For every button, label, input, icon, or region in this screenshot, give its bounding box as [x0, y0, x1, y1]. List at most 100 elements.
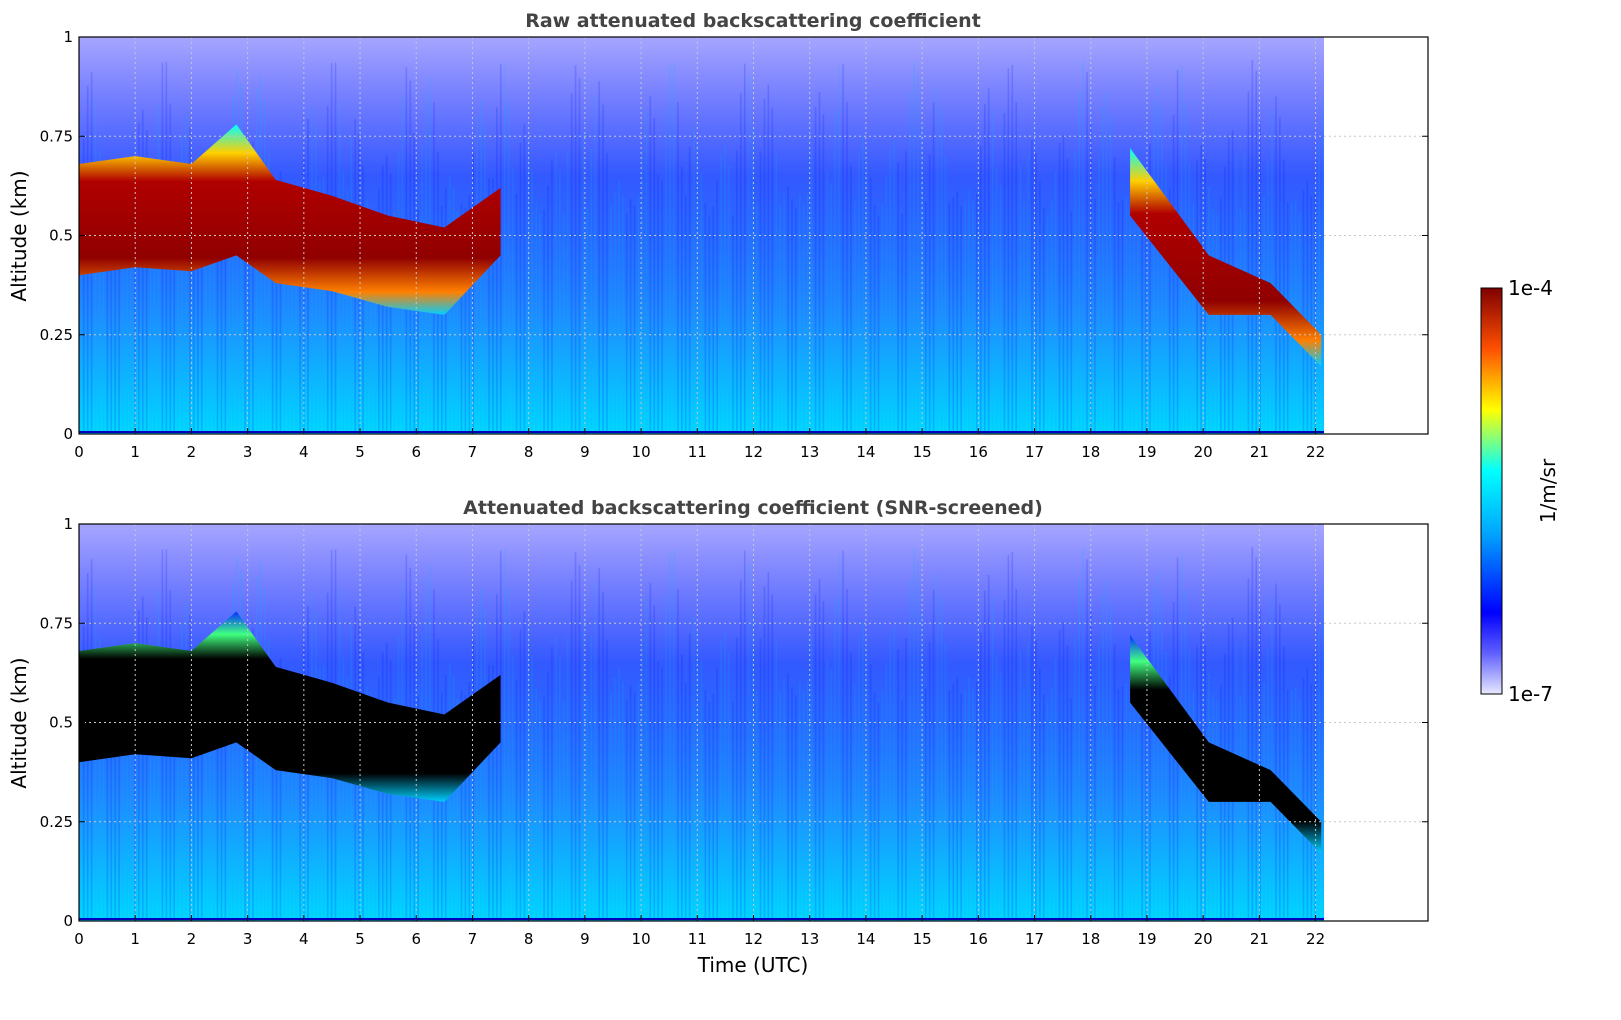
signal-streak [818, 579, 821, 921]
signal-streak [566, 150, 569, 435]
signal-streak [122, 698, 124, 921]
signal-streak [964, 202, 966, 434]
signal-streak [1137, 672, 1140, 921]
signal-streak [680, 653, 683, 921]
signal-streak [976, 681, 978, 921]
signal-streak [1042, 694, 1045, 921]
signal-streak [905, 638, 907, 921]
signal-streak [1078, 578, 1080, 921]
x-tick-label: 15 [913, 443, 932, 461]
signal-streak [82, 625, 85, 921]
signal-streak [1149, 630, 1151, 921]
signal-streak [861, 134, 864, 434]
signal-streak [181, 621, 183, 921]
signal-streak [216, 160, 219, 434]
signal-streak [1318, 629, 1320, 921]
signal-streak [197, 198, 199, 434]
signal-streak [877, 702, 880, 921]
signal-streak [1078, 91, 1080, 434]
signal-streak [987, 88, 990, 435]
signal-streak [82, 138, 85, 434]
signal-streak [673, 63, 675, 435]
signal-streak [1050, 687, 1053, 921]
signal-streak [602, 591, 604, 921]
signal-streak [869, 664, 872, 921]
signal-streak [838, 553, 840, 921]
signal-streak [614, 678, 616, 921]
signal-streak [291, 694, 294, 921]
signal-streak [692, 616, 695, 921]
signal-streak [440, 692, 443, 921]
colorbar: 1e-4 1e-7 1/m/sr [1480, 276, 1560, 706]
signal-streak [484, 609, 486, 921]
signal-streak [1066, 158, 1069, 435]
signal-streak [1125, 195, 1128, 434]
signal-streak [1125, 682, 1128, 921]
signal-streak [767, 571, 770, 921]
signal-streak [440, 205, 443, 434]
signal-streak [551, 159, 553, 434]
signal-streak [503, 549, 506, 921]
signal-streak [842, 550, 844, 921]
signal-streak [759, 151, 762, 435]
signal-streak [968, 677, 970, 921]
signal-streak [1271, 597, 1273, 921]
signal-streak [1023, 688, 1025, 921]
x-tick-label: 7 [468, 930, 478, 948]
signal-streak [566, 637, 569, 921]
signal-streak [582, 617, 585, 921]
signal-streak [547, 185, 549, 434]
signal-streak [208, 682, 211, 921]
signal-streak [1164, 652, 1167, 921]
signal-streak [1271, 110, 1273, 434]
signal-streak [224, 696, 227, 921]
signal-streak [102, 695, 105, 921]
signal-streak [189, 614, 191, 921]
signal-streak [1322, 97, 1324, 435]
signal-streak [1318, 142, 1320, 434]
signal-streak [818, 92, 821, 435]
signal-streak [1153, 100, 1155, 435]
signal-streak [720, 640, 722, 921]
signal-streak [1070, 698, 1073, 921]
signal-streak [649, 96, 652, 434]
signal-streak [578, 78, 581, 434]
signal-streak [795, 695, 797, 921]
signal-streak [976, 194, 978, 434]
signal-streak [645, 110, 648, 434]
signal-streak [590, 148, 593, 434]
signal-streak [1054, 657, 1057, 921]
x-tick-label: 4 [299, 443, 309, 461]
signal-streak [200, 212, 203, 434]
signal-streak [279, 658, 282, 921]
signal-streak [98, 637, 101, 921]
signal-streak [932, 102, 935, 434]
signal-streak [374, 699, 376, 921]
y-tick-label: 0 [63, 425, 73, 443]
signal-streak [559, 657, 561, 921]
signal-streak [366, 686, 368, 921]
signal-streak [1129, 699, 1132, 921]
signal-streak [775, 154, 778, 434]
signal-streak [861, 621, 864, 921]
signal-streak [936, 575, 939, 921]
signal-streak [669, 65, 671, 434]
signal-streak [1164, 165, 1167, 434]
signal-streak [114, 176, 117, 434]
signal-streak [846, 101, 848, 435]
signal-streak [877, 215, 880, 434]
signal-streak [134, 158, 136, 434]
signal-streak [547, 672, 549, 921]
y-tick-label: 0.25 [40, 326, 73, 344]
signal-streak [578, 565, 581, 921]
signal-streak [342, 657, 345, 921]
signal-streak [244, 135, 246, 435]
signal-streak [799, 681, 801, 921]
signal-streak [1133, 196, 1136, 434]
signal-streak [1023, 201, 1025, 434]
x-tick-label: 17 [1025, 443, 1044, 461]
signal-streak [248, 699, 250, 921]
signal-streak [1255, 557, 1258, 921]
y-tick-label: 0.25 [40, 813, 73, 831]
signal-streak [940, 110, 943, 435]
